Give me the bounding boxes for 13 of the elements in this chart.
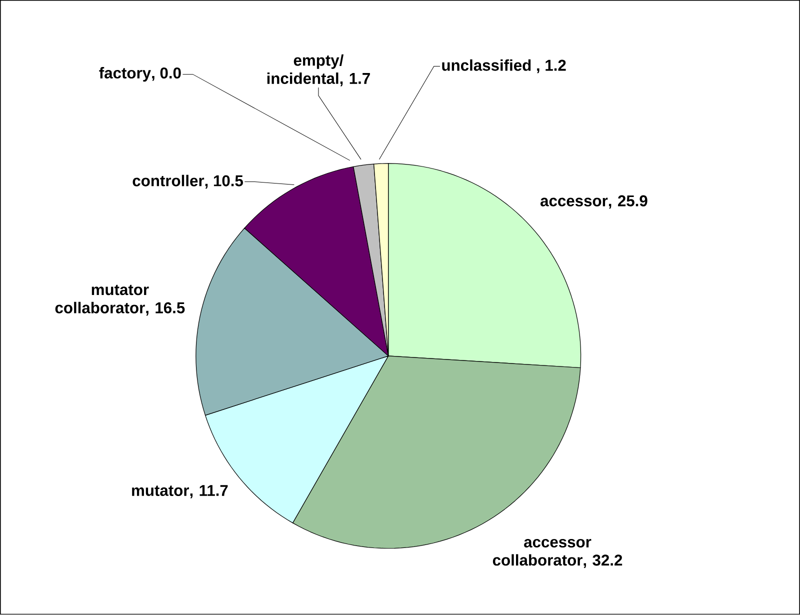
- data-label: , 1.2: [537, 60, 566, 74]
- slice-label: controller: [132, 175, 204, 187]
- slice-label: unclassified: [442, 60, 531, 72]
- data-label: , 25.9: [608, 195, 648, 209]
- data-label: , 10.5: [205, 175, 243, 189]
- data-label: , 16.5: [146, 302, 185, 316]
- category-label: factory: [99, 67, 151, 82]
- data-label: , 11.7: [190, 485, 228, 498]
- slice-label: accessor: [540, 198, 608, 207]
- data-label: , 1.7: [340, 73, 370, 86]
- data-label: , 32.2: [584, 554, 622, 568]
- text: , 0.0: [152, 68, 181, 81]
- slice-label: mutator: [132, 486, 190, 496]
